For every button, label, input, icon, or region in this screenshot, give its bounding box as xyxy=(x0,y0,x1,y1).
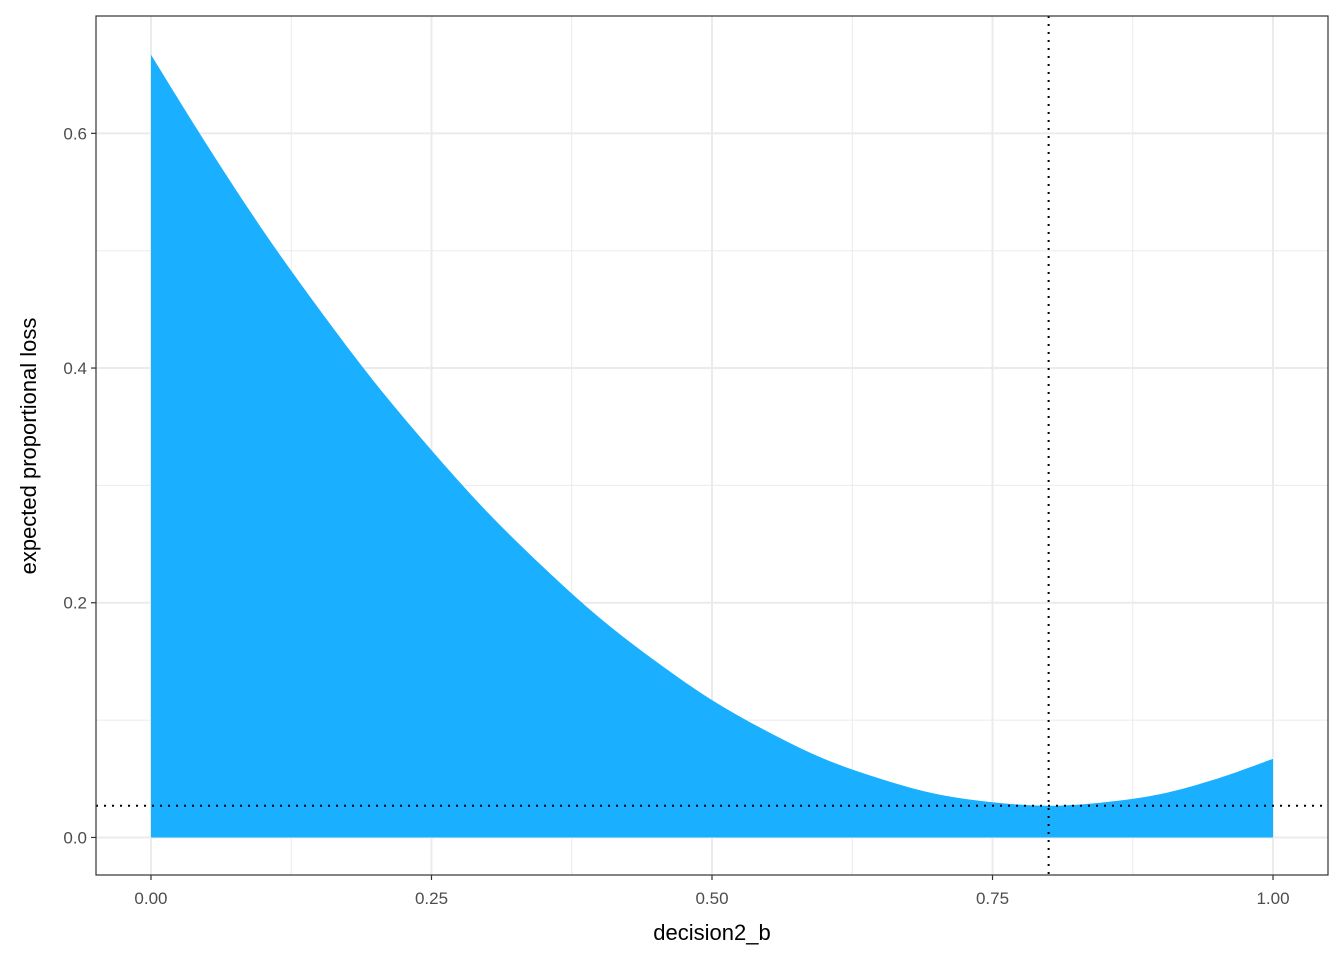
ticks: 0.00 0.25 0.50 0.75 1.00 0.0 0.2 0.4 0.6 xyxy=(63,124,1289,908)
y-tick-label: 0.2 xyxy=(63,594,87,613)
y-tick-label: 0.4 xyxy=(63,359,87,378)
x-tick-label: 0.25 xyxy=(415,889,448,908)
y-axis-title: expected proportional loss xyxy=(16,318,41,575)
x-tick-label: 1.00 xyxy=(1256,889,1289,908)
loss-area xyxy=(150,54,1274,838)
x-tick-label: 0.00 xyxy=(134,889,167,908)
marks xyxy=(96,16,1328,875)
x-tick-label: 0.75 xyxy=(976,889,1009,908)
x-axis-title: decision2_b xyxy=(653,920,770,945)
y-tick-label: 0.6 xyxy=(63,124,87,143)
y-tick-label: 0.0 xyxy=(63,828,87,847)
x-tick-label: 0.50 xyxy=(695,889,728,908)
